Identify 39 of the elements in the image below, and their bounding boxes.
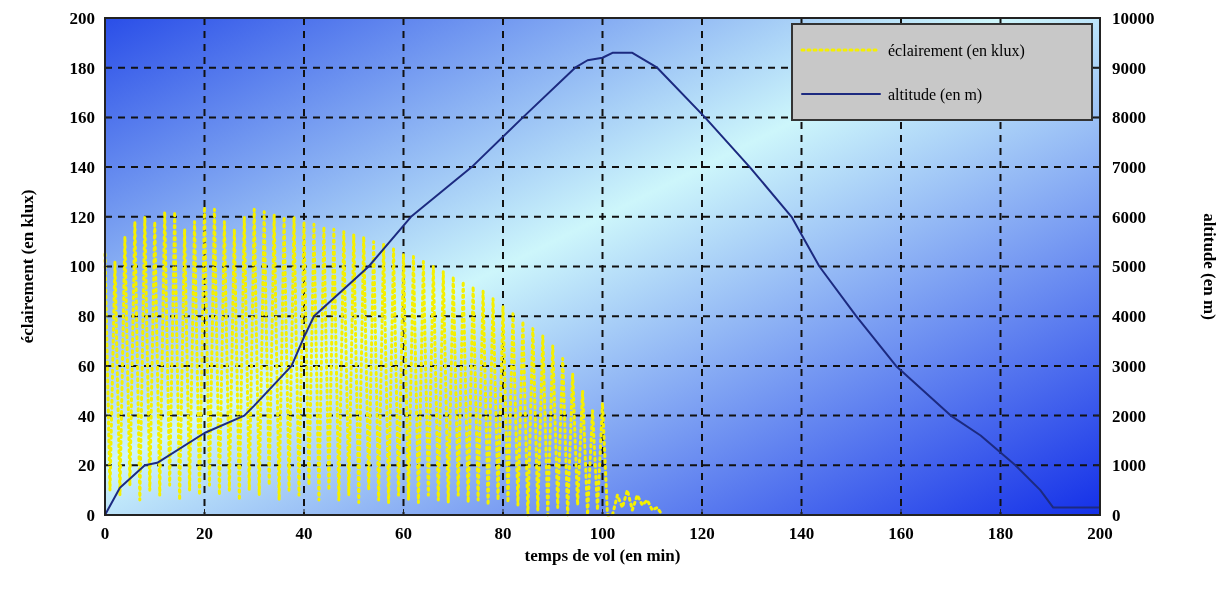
y2-tick-label: 10000 [1112,8,1155,28]
y2-tick-label: 6000 [1112,207,1146,227]
y-tick-label: 120 [69,207,95,227]
x-tick-label: 180 [987,524,1014,543]
y-tick-label: 200 [69,8,95,28]
y2-tick-label: 8000 [1112,108,1146,128]
y2-tick-label: 3000 [1112,356,1146,376]
y2-tick-label: 1000 [1112,456,1146,476]
y-axis-title: éclairement (en klux) [18,189,37,344]
y-tick-label: 140 [69,158,95,178]
y-tick-label: 160 [69,108,95,128]
y2-tick-label: 9000 [1112,58,1146,78]
y2-tick-label: 0 [1112,505,1121,525]
y-tick-label: 100 [69,257,95,277]
x-tick-label: 140 [788,524,815,543]
y2-tick-label: 7000 [1112,158,1146,178]
legend-label: éclairement (en klux) [888,41,1025,60]
x-tick-label: 0 [100,524,110,543]
y2-tick-label: 2000 [1112,406,1146,426]
x-tick-label: 80 [494,524,512,543]
x-tick-label: 20 [196,524,213,543]
x-tick-label: 40 [295,524,313,543]
x-tick-label: 120 [689,524,715,543]
line-series [103,205,664,517]
y2-tick-label: 4000 [1112,307,1146,327]
x-tick-label: 160 [888,524,914,543]
y-tick-label: 40 [78,406,95,426]
y-tick-label: 60 [78,356,95,376]
x-tick-label: 100 [589,524,616,543]
y2-tick-label: 5000 [1112,257,1146,277]
x-tick-label: 60 [395,524,412,543]
y2-axis-title: altitude (en m) [1200,213,1219,320]
y-tick-label: 80 [78,307,95,327]
y-tick-label: 20 [78,456,95,476]
legend-label: altitude (en m) [888,85,983,104]
y-tick-label: 0 [86,505,95,525]
y-tick-label: 180 [69,58,95,78]
x-tick-label: 200 [1087,524,1113,543]
x-axis-title: temps de vol (en min) [524,546,681,565]
